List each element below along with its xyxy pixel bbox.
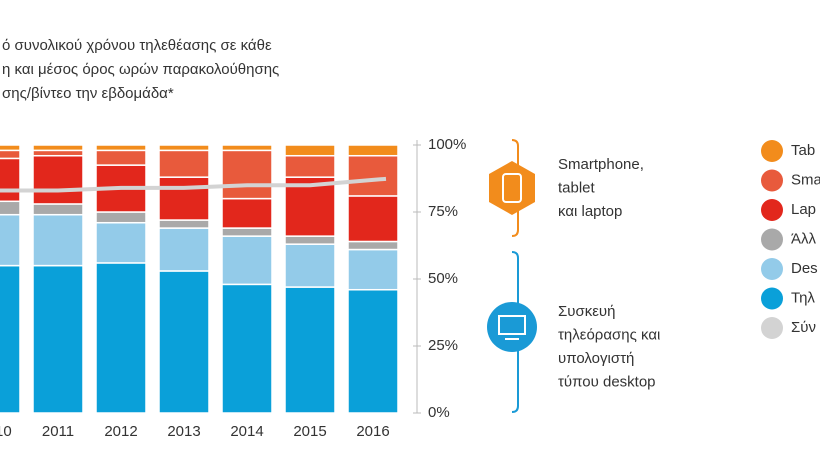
bar-segment <box>0 200 21 216</box>
annotation: και laptop <box>558 203 622 220</box>
legend-swatch <box>761 258 783 280</box>
bar-segment <box>221 144 273 152</box>
bar-segment <box>221 283 273 414</box>
legend-label: Τηλ <box>791 289 815 306</box>
y-tick-label: 0% <box>428 404 450 421</box>
device-icon <box>487 302 537 352</box>
y-tick-label: 25% <box>428 337 458 354</box>
bar-segment <box>95 211 147 224</box>
annotation: τύπου desktop <box>558 373 656 390</box>
bar-segment <box>32 264 84 414</box>
y-tick-label: 50% <box>428 270 458 287</box>
bar-segment <box>284 154 336 178</box>
x-tick-label: 2016 <box>356 423 389 440</box>
bar-segment <box>221 235 273 286</box>
annotation: tablet <box>558 179 596 196</box>
y-tick-label: 100% <box>428 136 466 153</box>
legend-label: Des <box>791 260 818 277</box>
x-tick-label: 2014 <box>230 423 263 440</box>
bar-segment <box>347 240 399 251</box>
bar-segment <box>221 227 273 237</box>
legend-label: Sma <box>791 171 820 188</box>
legend-swatch <box>761 317 783 339</box>
legend-swatch <box>761 140 783 162</box>
bar-segment <box>32 203 84 216</box>
bar-segment <box>347 288 399 414</box>
bar-segment <box>32 144 84 152</box>
legend-swatch <box>761 199 783 221</box>
monitor-icon <box>498 315 526 335</box>
bar-segment <box>0 264 21 414</box>
x-tick-label: 2011 <box>42 423 74 440</box>
chart-title: σης/βίντεο την εβδομάδα* <box>2 85 174 102</box>
bar-segment <box>32 213 84 267</box>
bar-segment <box>284 286 336 414</box>
bar-segment <box>347 144 399 157</box>
x-tick-label: 2013 <box>167 423 200 440</box>
y-tick-label: 75% <box>428 203 458 220</box>
legend-label: Lap <box>791 201 816 218</box>
chart-title: ό συνολικού χρόνου τηλεθέασης σε κάθε <box>2 37 272 54</box>
x-tick-label: 2012 <box>104 423 137 440</box>
annotation: υπολογιστή <box>558 350 634 367</box>
bar-segment <box>158 144 210 152</box>
bar-segment <box>158 270 210 414</box>
x-tick-label: 2015 <box>293 423 326 440</box>
bar-segment <box>95 221 147 264</box>
device-icon <box>489 161 535 215</box>
legend-label: Σύν <box>791 319 816 336</box>
bar-segment <box>0 144 21 152</box>
bar-segment <box>284 243 336 288</box>
legend-swatch <box>761 287 783 310</box>
phone-icon <box>502 173 522 203</box>
annotation: Συσκευή <box>558 303 615 320</box>
legend-label: Άλλ <box>791 230 817 247</box>
bar-segment <box>284 144 336 157</box>
bar-segment <box>347 248 399 291</box>
bar-segment <box>95 262 147 414</box>
bar-segment <box>95 144 147 152</box>
bar-segment <box>284 235 336 245</box>
bar-segment <box>347 154 399 197</box>
legend-label: Tab <box>791 142 815 159</box>
x-tick-label: 2010 <box>0 423 12 440</box>
bar-segment <box>0 213 21 267</box>
legend-swatch <box>761 228 783 251</box>
annotation: Smartphone, <box>558 156 644 173</box>
legend-swatch <box>761 169 783 192</box>
bar-segment <box>95 149 147 166</box>
bar-segment <box>0 149 21 160</box>
bar-segment <box>0 157 21 203</box>
bar-segment <box>347 195 399 243</box>
bar-segment <box>158 176 210 221</box>
bar-segment <box>158 219 210 229</box>
bar-segment <box>32 149 84 157</box>
bar-segment <box>221 149 273 200</box>
bar-segment <box>158 149 210 178</box>
bar-segment <box>32 154 84 205</box>
annotation: τηλεόρασης και <box>558 326 660 343</box>
trend-line <box>0 176 387 193</box>
bar-segment <box>158 227 210 272</box>
chart-title: η και μέσος όρος ωρών παρακολούθησης <box>2 61 279 78</box>
bar-segment <box>221 197 273 229</box>
